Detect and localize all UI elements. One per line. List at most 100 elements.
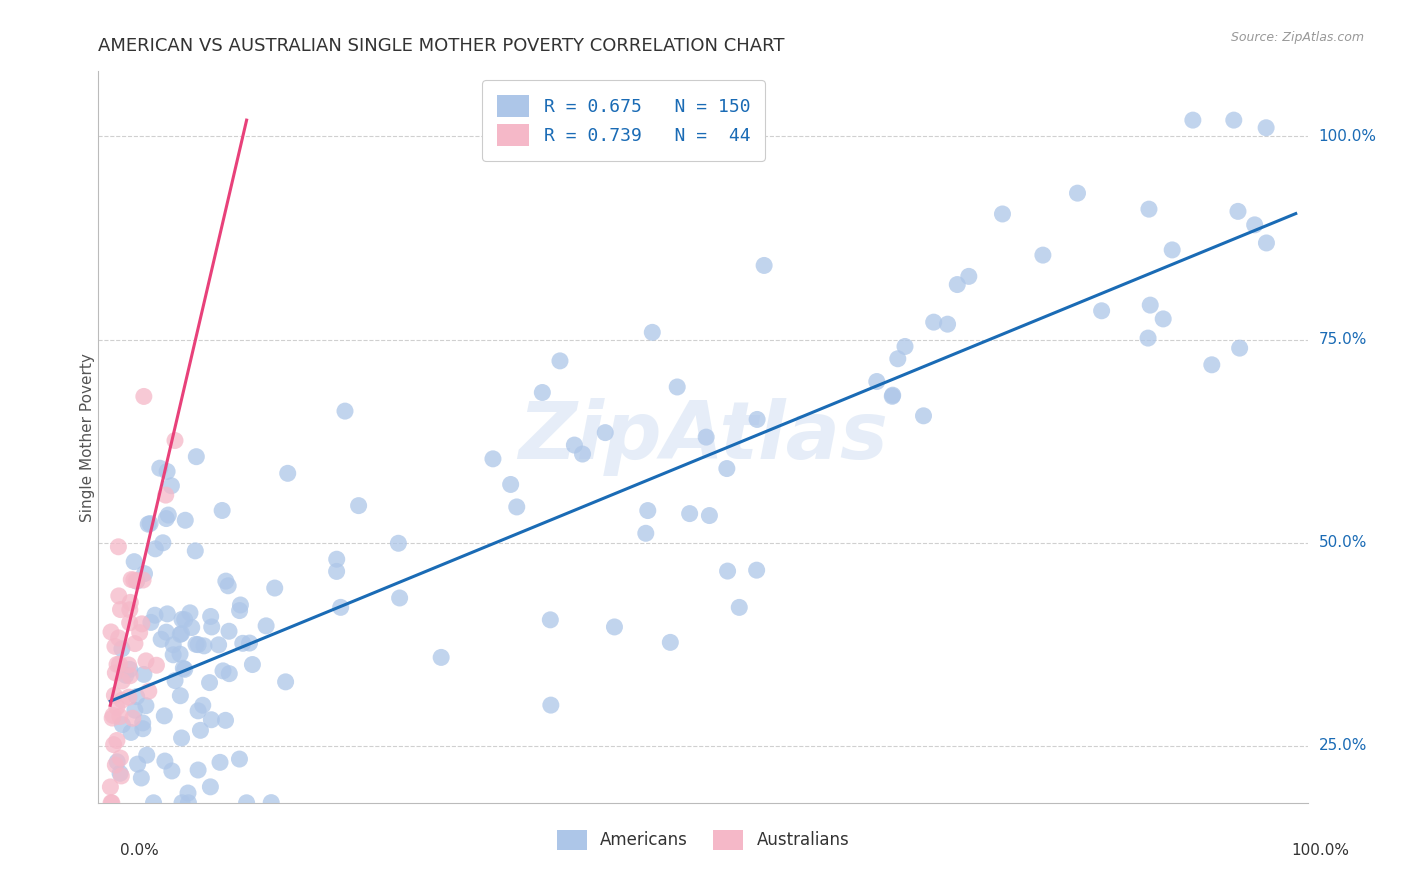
Point xyxy=(110,602,132,616)
Point xyxy=(882,388,904,402)
Point xyxy=(387,536,409,550)
Point xyxy=(603,620,626,634)
Point xyxy=(110,751,132,765)
Point xyxy=(1256,235,1278,250)
Point xyxy=(145,658,167,673)
Point xyxy=(200,713,222,727)
Point xyxy=(134,566,156,581)
Point xyxy=(125,574,148,588)
Point xyxy=(187,763,209,777)
Point xyxy=(105,700,128,714)
Point xyxy=(170,796,193,810)
Point xyxy=(170,731,193,745)
Point xyxy=(120,595,142,609)
Point xyxy=(260,796,283,810)
Point xyxy=(111,693,134,707)
Point xyxy=(745,412,768,426)
Point xyxy=(217,579,239,593)
Point xyxy=(184,637,207,651)
Point xyxy=(128,625,150,640)
Point xyxy=(695,430,717,444)
Text: 25.0%: 25.0% xyxy=(1319,739,1367,754)
Point xyxy=(187,704,209,718)
Point xyxy=(991,207,1014,221)
Point xyxy=(198,675,221,690)
Point xyxy=(118,615,141,630)
Point xyxy=(139,516,162,531)
Point xyxy=(111,717,134,731)
Point xyxy=(957,269,980,284)
Point xyxy=(887,351,910,366)
Point xyxy=(208,756,231,770)
Point xyxy=(1201,358,1223,372)
Point xyxy=(235,796,257,810)
Point xyxy=(163,434,186,448)
Point xyxy=(124,637,146,651)
Point xyxy=(1229,341,1251,355)
Point xyxy=(132,573,155,587)
Text: 50.0%: 50.0% xyxy=(1319,535,1367,550)
Point xyxy=(103,689,125,703)
Point xyxy=(946,277,969,292)
Point xyxy=(728,600,751,615)
Point xyxy=(101,796,124,810)
Point xyxy=(100,780,122,794)
Point xyxy=(120,669,142,683)
Point xyxy=(135,748,157,763)
Point xyxy=(160,479,183,493)
Point xyxy=(679,507,702,521)
Point xyxy=(127,757,149,772)
Point xyxy=(155,511,177,525)
Point xyxy=(149,461,172,475)
Point xyxy=(218,666,240,681)
Point xyxy=(104,640,127,654)
Text: Source: ZipAtlas.com: Source: ZipAtlas.com xyxy=(1230,31,1364,45)
Point xyxy=(200,780,222,794)
Point xyxy=(912,409,935,423)
Point xyxy=(936,317,959,331)
Point xyxy=(169,689,191,703)
Point xyxy=(139,615,162,630)
Point xyxy=(132,667,155,681)
Point xyxy=(215,574,238,588)
Point xyxy=(190,723,212,738)
Point xyxy=(101,711,124,725)
Y-axis label: Single Mother Poverty: Single Mother Poverty xyxy=(80,352,94,522)
Point xyxy=(263,581,285,595)
Point xyxy=(238,636,260,650)
Point xyxy=(1152,312,1174,326)
Point xyxy=(155,488,177,502)
Point xyxy=(1256,120,1278,135)
Point xyxy=(1066,186,1088,201)
Point xyxy=(105,657,128,672)
Point xyxy=(716,564,738,578)
Text: 100.0%: 100.0% xyxy=(1292,843,1350,858)
Point xyxy=(430,650,453,665)
Point xyxy=(156,607,179,621)
Point xyxy=(922,315,945,329)
Point xyxy=(172,661,194,675)
Point xyxy=(218,624,240,639)
Point xyxy=(150,632,173,647)
Point xyxy=(571,447,593,461)
Point xyxy=(122,555,145,569)
Text: 75.0%: 75.0% xyxy=(1319,332,1367,347)
Point xyxy=(165,673,187,688)
Point xyxy=(207,638,229,652)
Point xyxy=(214,714,236,728)
Point xyxy=(333,404,356,418)
Point xyxy=(120,573,142,587)
Point xyxy=(1137,202,1160,216)
Point xyxy=(131,771,153,785)
Point xyxy=(699,508,721,523)
Point xyxy=(173,662,195,676)
Point xyxy=(118,603,141,617)
Point xyxy=(153,709,176,723)
Point xyxy=(177,796,200,810)
Point xyxy=(169,627,191,641)
Point xyxy=(100,796,122,810)
Legend: Americans, Australians: Americans, Australians xyxy=(550,823,856,856)
Point xyxy=(125,690,148,704)
Point xyxy=(138,684,160,698)
Point xyxy=(716,461,738,475)
